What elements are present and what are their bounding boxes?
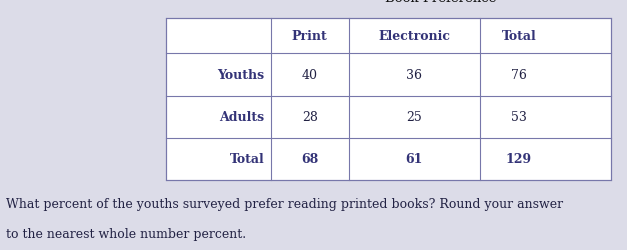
Bar xyxy=(166,19,611,180)
Text: to the nearest whole number percent.: to the nearest whole number percent. xyxy=(6,228,246,240)
Text: 53: 53 xyxy=(511,111,527,124)
Text: Adults: Adults xyxy=(219,111,265,124)
Text: Total: Total xyxy=(502,30,536,43)
Text: 28: 28 xyxy=(302,111,318,124)
Text: Print: Print xyxy=(292,30,327,43)
Text: 68: 68 xyxy=(301,152,319,166)
Text: 76: 76 xyxy=(511,69,527,82)
Text: 129: 129 xyxy=(506,152,532,166)
Text: Total: Total xyxy=(229,152,265,166)
Text: What percent of the youths surveyed prefer reading printed books? Round your ans: What percent of the youths surveyed pref… xyxy=(6,198,564,210)
Text: 36: 36 xyxy=(406,69,423,82)
Text: Book Preference: Book Preference xyxy=(386,0,497,5)
Text: 25: 25 xyxy=(406,111,422,124)
Text: 61: 61 xyxy=(406,152,423,166)
Text: 40: 40 xyxy=(302,69,318,82)
Text: Youths: Youths xyxy=(218,69,265,82)
Text: Electronic: Electronic xyxy=(378,30,450,43)
